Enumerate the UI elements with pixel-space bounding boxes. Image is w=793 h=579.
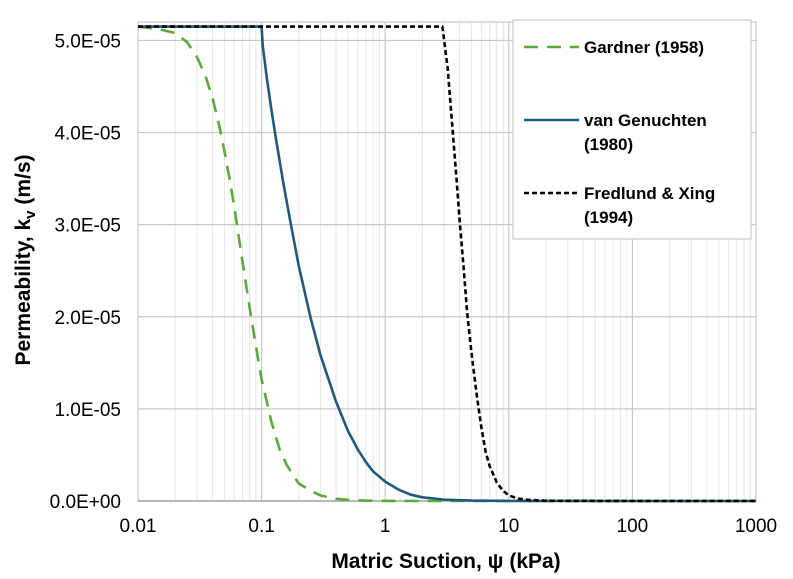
legend-label-1: Gardner (1958) [584, 38, 704, 57]
x-tick-label: 1000 [735, 516, 777, 537]
y-tick-labels: 0.0E+00 1.0E-05 2.0E-05 3.0E-05 4.0E-05 5.0E-… [50, 31, 121, 513]
series-line-1 [137, 25, 756, 503]
y-tick-label: 2.0E-05 [54, 308, 121, 329]
x-axis-title: Matric Suction, ψ (kPa) [331, 550, 560, 573]
y-tick-label: 4.0E-05 [54, 124, 121, 145]
x-tick-label: 10 [498, 516, 519, 537]
legend-box [512, 19, 752, 240]
y-axis-title-main: Permeability, k [12, 219, 35, 366]
x-tick-label: 0.1 [248, 516, 274, 537]
legend-label-3: (1994) [584, 208, 633, 227]
y-tick-label: 3.0E-05 [54, 216, 121, 237]
x-tick-labels: 0.01 0.1 1 10 100 1000 [120, 516, 778, 537]
y-axis-title-subscript: v [22, 210, 39, 219]
series-line-2 [138, 25, 756, 503]
x-tick-label: 1 [380, 516, 391, 537]
y-axis-title-unit: (m/s) [12, 154, 35, 210]
legend-label-2: van Genuchten [584, 111, 707, 130]
legend: Gardner (1958) van Genuchten (1980) Fredlun… [512, 19, 752, 240]
series-layer [137, 25, 756, 503]
x-tick-label: 0.01 [120, 516, 157, 537]
y-tick-label: 0.0E+00 [50, 492, 121, 513]
x-tick-label: 100 [617, 516, 649, 537]
y-tick-label: 1.0E-05 [54, 400, 121, 421]
legend-label-3: Fredlund & Xing [584, 184, 715, 203]
legend-label-2: (1980) [584, 135, 633, 154]
series-line-3 [138, 25, 756, 503]
y-axis-title: Permeability, kv (m/s) [12, 154, 39, 365]
y-tick-label: 5.0E-05 [54, 31, 121, 52]
